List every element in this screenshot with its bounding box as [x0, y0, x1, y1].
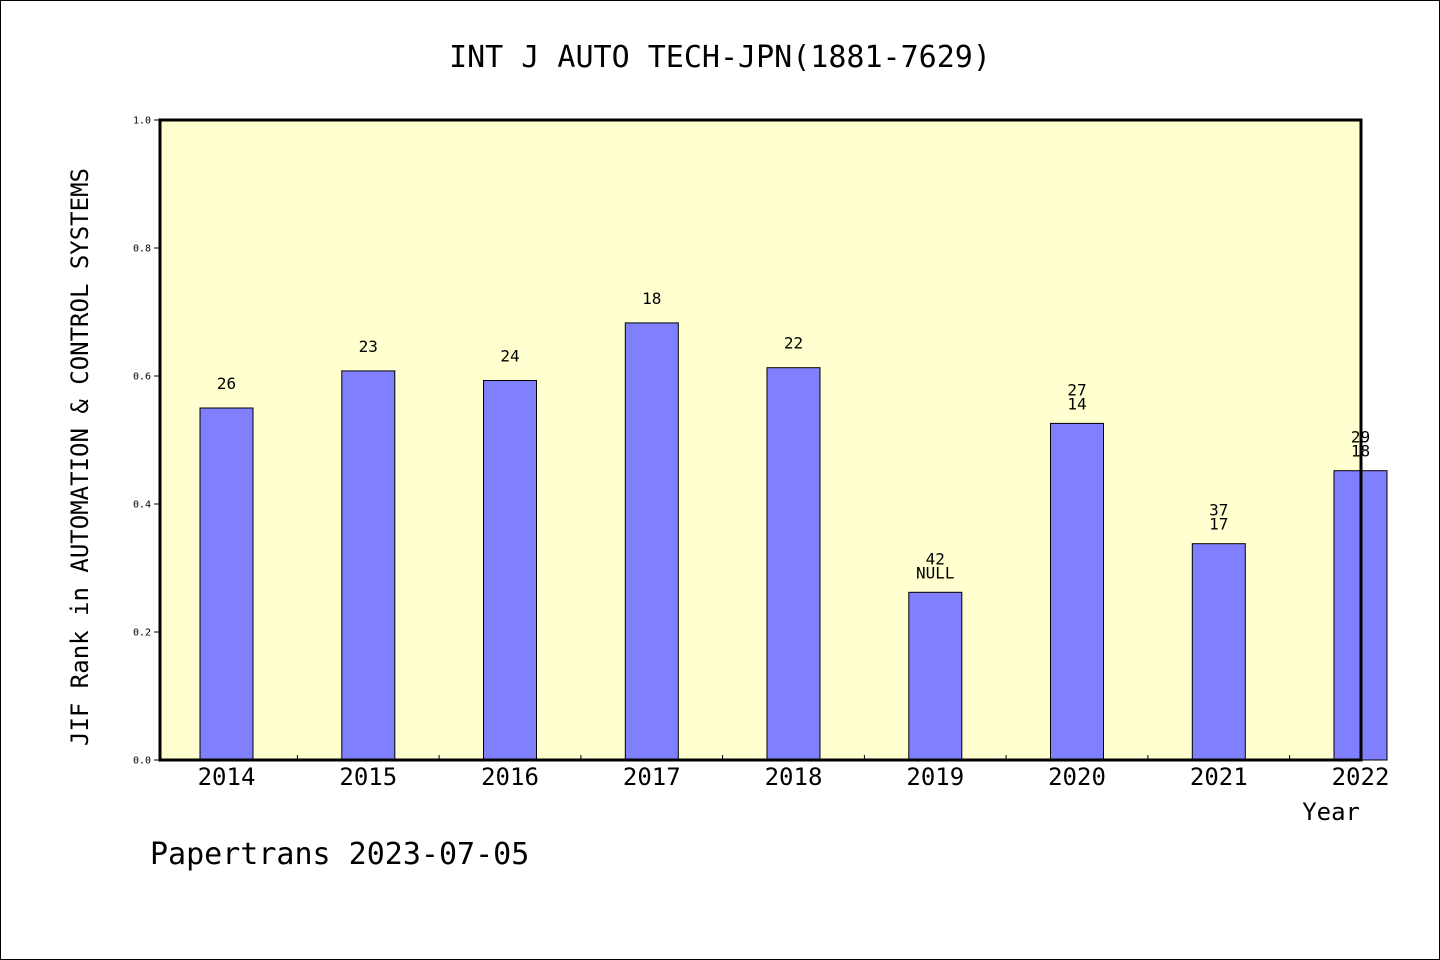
chart-title: INT J AUTO TECH-JPN(1881-7629) [449, 40, 991, 75]
x-tick-label-2014: 2014 [198, 763, 256, 791]
x-tick-label-2021: 2021 [1190, 763, 1248, 791]
y-tick-label-0.6: 0.6 [133, 372, 151, 383]
bar-2021 [1191, 543, 1246, 761]
bar-2018 [766, 367, 821, 761]
x-tick-label-2019: 2019 [906, 763, 964, 791]
bar-label-2021-1: 37 [1209, 501, 1228, 520]
bar-label-2021-2: 17 [1209, 515, 1228, 534]
bar-label-2020-2: 14 [1067, 394, 1086, 413]
y-axis-ticks: 0.0 0.2 0.4 0.6 0.8 1.0 [133, 116, 160, 767]
x-tick-label-2020: 2020 [1048, 763, 1106, 791]
bar-label-2018-1: 22 [784, 334, 803, 353]
bar-label-2019-2: NULL [916, 563, 955, 582]
bar-2016 [483, 380, 537, 761]
x-tick-label-2015: 2015 [339, 763, 397, 791]
y-tick-label-0.0: 0.0 [133, 756, 151, 767]
bar-label-2015-1: 23 [359, 337, 378, 356]
x-tick-label-2016: 2016 [481, 763, 539, 791]
bar-label-2019-1: 42 [926, 549, 945, 568]
y-axis-label: JIF Rank in AUTOMATION & CONTROL SYSTEMS [66, 168, 94, 746]
bar-2014 [199, 407, 254, 761]
bar-label-2014-1: 26 [217, 374, 236, 393]
bar-2017 [624, 322, 679, 761]
x-tick-label-2022: 2022 [1332, 763, 1390, 791]
bars-group [199, 322, 1388, 761]
bar-2020 [1050, 422, 1104, 761]
bar-2019 [908, 591, 963, 761]
y-tick-label-0.2: 0.2 [133, 628, 151, 639]
bar-label-2016-1: 24 [500, 347, 519, 366]
bar-label-2017-1: 18 [642, 289, 661, 308]
plot-area [160, 120, 1361, 760]
y-tick-label-1.0: 1.0 [133, 116, 151, 127]
x-tick-label-2018: 2018 [765, 763, 823, 791]
bar-label-2020-1: 27 [1067, 380, 1086, 399]
bar-2015 [341, 370, 396, 761]
footer-credit: Papertrans 2023-07-05 [150, 837, 529, 872]
x-tick-label-2017: 2017 [623, 763, 681, 791]
plot-border [158, 118, 1363, 762]
y-tick-label-0.8: 0.8 [133, 244, 151, 255]
x-axis-label: Year [1302, 798, 1360, 826]
y-tick-label-0.4: 0.4 [133, 500, 151, 511]
x-axis-ticks: 2014 2015 2016 2017 2018 2019 2020 2021 2022 [198, 755, 1390, 791]
